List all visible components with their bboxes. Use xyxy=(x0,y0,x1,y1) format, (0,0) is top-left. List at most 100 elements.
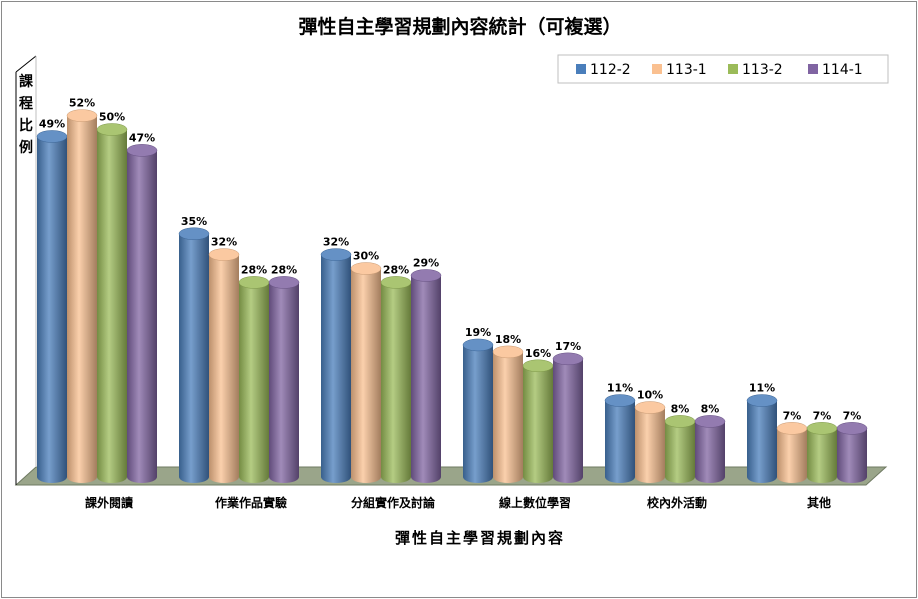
bar-top xyxy=(320,248,352,261)
bar-top xyxy=(350,262,382,275)
bar xyxy=(208,248,240,483)
bar xyxy=(664,415,696,483)
bar-top xyxy=(776,422,808,435)
bar-body xyxy=(209,254,239,483)
legend-swatch xyxy=(652,64,662,74)
bar-body xyxy=(37,136,67,483)
bar-body xyxy=(553,358,583,483)
bar xyxy=(380,276,412,483)
bar xyxy=(268,276,300,483)
bar xyxy=(746,394,778,483)
bar-top xyxy=(208,248,240,261)
bar-body xyxy=(837,428,867,483)
bar xyxy=(66,109,98,483)
bar-body xyxy=(67,115,97,483)
data-labels: 49% 52% 50% 47% 35% 32% 28% 28% 32% 30% 28% 29% 19% 1… xyxy=(39,97,862,423)
bar-body xyxy=(239,282,269,483)
data-label: 19% xyxy=(465,326,491,339)
data-label: 10% xyxy=(637,389,663,402)
bar-top xyxy=(604,394,636,407)
chart-title: 彈性自主學習規劃內容統計（可複選） xyxy=(298,15,621,38)
bar xyxy=(36,130,68,483)
bar xyxy=(96,123,128,483)
category-label: 其他 xyxy=(807,495,831,510)
bar-body xyxy=(179,233,209,483)
y-axis-title-char: 比 xyxy=(19,117,33,134)
data-label: 17% xyxy=(555,340,581,353)
bar-body xyxy=(523,365,553,483)
y-axis-title-char: 程 xyxy=(19,96,33,112)
data-label: 30% xyxy=(353,250,379,263)
data-label: 7% xyxy=(783,409,802,422)
bar-top xyxy=(492,345,524,359)
bar-body xyxy=(381,282,411,483)
data-label: 52% xyxy=(69,97,95,110)
bar-top xyxy=(238,276,270,289)
bar-top xyxy=(178,227,210,240)
bar-body xyxy=(695,421,725,483)
data-label: 18% xyxy=(495,333,521,346)
bar-top xyxy=(552,352,584,366)
data-label: 49% xyxy=(39,117,65,130)
data-label: 8% xyxy=(701,402,720,415)
y-axis-title-char: 課 xyxy=(19,73,34,90)
bar-top xyxy=(746,394,778,407)
category-label: 線上數位學習 xyxy=(499,495,571,510)
bar-top xyxy=(268,276,300,289)
bar-body xyxy=(411,275,441,483)
bars xyxy=(36,109,868,483)
bar xyxy=(178,227,210,483)
y-axis-title-char: 例 xyxy=(19,139,33,156)
data-label: 7% xyxy=(843,409,862,422)
bar xyxy=(126,144,158,483)
bar-top xyxy=(462,338,494,352)
category-labels: 課外閱讀 作業作品實驗 分組實作及討論 線上數位學習 校內外活動 其他 xyxy=(85,495,831,510)
data-label: 7% xyxy=(813,409,832,422)
bar-top xyxy=(36,130,68,143)
bar-top xyxy=(634,401,666,414)
data-label: 11% xyxy=(607,382,633,395)
data-label: 29% xyxy=(413,256,439,269)
bar-top xyxy=(836,422,868,435)
bar-top xyxy=(96,123,128,136)
bar xyxy=(836,422,868,483)
bar-body xyxy=(635,407,665,483)
bar-body xyxy=(97,129,127,483)
legend-label: 113-1 xyxy=(666,62,707,78)
bar-body xyxy=(269,282,299,483)
bar xyxy=(492,345,524,483)
bar xyxy=(410,269,442,483)
bar-body xyxy=(493,351,523,483)
bar-top xyxy=(66,109,98,122)
legend-label: 114-1 xyxy=(822,62,863,78)
y-axis xyxy=(15,55,37,485)
bar xyxy=(350,262,382,483)
bar-body xyxy=(127,150,157,483)
bar-top xyxy=(522,359,554,373)
bar-body xyxy=(463,344,493,483)
category-label: 課外閱讀 xyxy=(85,495,133,510)
bar-top xyxy=(694,415,726,428)
category-label: 作業作品實驗 xyxy=(215,495,287,510)
bar xyxy=(238,276,270,483)
bar xyxy=(694,415,726,483)
bar xyxy=(604,394,636,483)
bar xyxy=(806,422,838,483)
bar xyxy=(634,401,666,483)
bar-body xyxy=(777,428,807,483)
data-label: 11% xyxy=(749,382,775,395)
x-axis-title: 彈性自主學習規劃內容 xyxy=(395,529,565,547)
bar-top xyxy=(806,422,838,435)
bar-body xyxy=(605,400,635,483)
bar-body xyxy=(747,400,777,483)
bar-top xyxy=(664,415,696,428)
bar-body xyxy=(321,254,351,483)
data-label: 8% xyxy=(671,402,690,415)
data-label: 50% xyxy=(99,111,125,124)
bar xyxy=(320,248,352,483)
bar xyxy=(552,352,584,483)
legend-label: 112-2 xyxy=(590,62,631,78)
bar-top xyxy=(126,144,158,157)
